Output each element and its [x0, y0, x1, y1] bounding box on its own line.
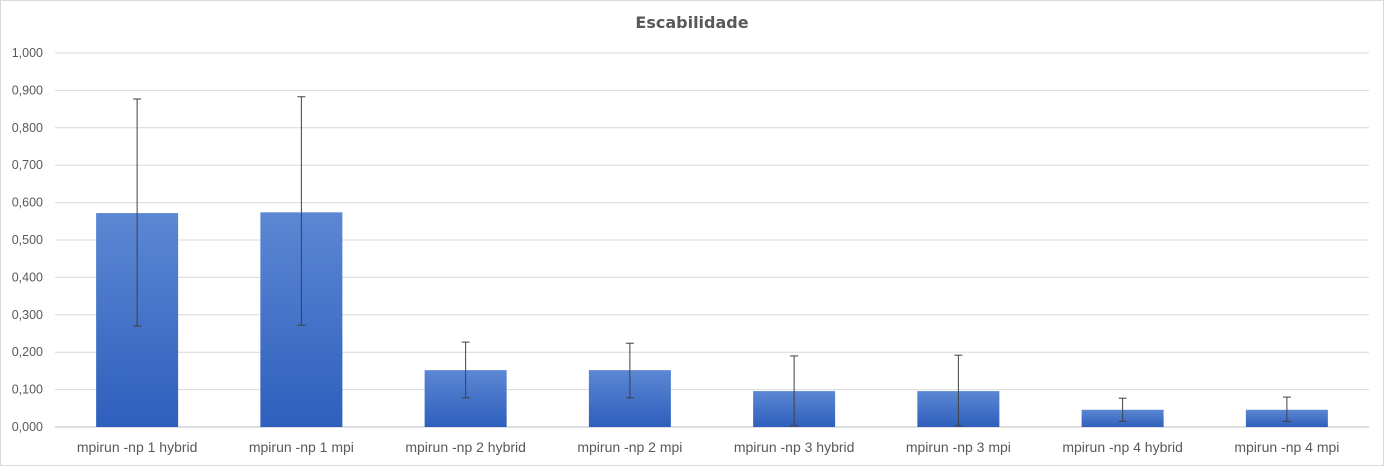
x-axis-categories: mpirun -np 1 hybrid mpirun -np 1 mpi mpiru… — [77, 439, 1340, 455]
chart-title: Escabilidade — [635, 13, 749, 32]
y-tick-label: 0,700 — [12, 158, 43, 172]
x-category-label: mpirun -np 4 mpi — [1234, 439, 1339, 455]
x-category-label: mpirun -np 3 hybrid — [734, 439, 855, 455]
y-tick-label: 0,200 — [12, 345, 43, 359]
y-tick-label: 0,000 — [12, 420, 43, 434]
y-tick-label: 0,600 — [12, 196, 43, 210]
x-category-label: mpirun -np 4 hybrid — [1062, 439, 1183, 455]
x-category-label: mpirun -np 1 hybrid — [77, 439, 198, 455]
y-tick-label: 0,100 — [12, 383, 43, 397]
y-tick-label: 0,500 — [12, 233, 43, 247]
y-tick-label: 0,900 — [12, 83, 43, 97]
gridlines — [55, 52, 1369, 428]
error-bars — [133, 96, 1291, 427]
x-category-label: mpirun -np 1 mpi — [249, 439, 354, 455]
y-tick-label: 0,800 — [12, 121, 43, 135]
y-tick-label: 0,300 — [12, 308, 43, 322]
x-category-label: mpirun -np 2 mpi — [577, 439, 682, 455]
x-category-label: mpirun -np 3 mpi — [906, 439, 1011, 455]
bars — [96, 212, 1328, 427]
y-axis-ticks: 0,000 0,100 0,200 0,300 0,400 0,500 0,600 0,700… — [12, 46, 43, 434]
y-tick-label: 1,000 — [12, 46, 43, 60]
y-tick-label: 0,400 — [12, 270, 43, 284]
x-category-label: mpirun -np 2 hybrid — [405, 439, 526, 455]
